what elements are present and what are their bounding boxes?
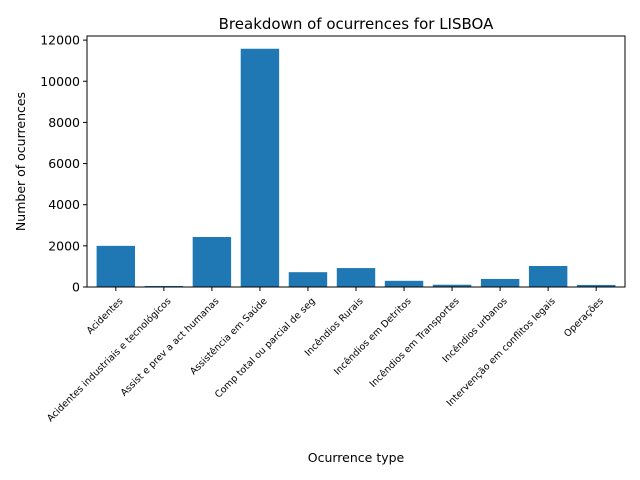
bar-1 <box>144 285 184 287</box>
bar-2 <box>192 237 232 287</box>
bar-5 <box>336 268 376 287</box>
y-tick-label-2: 4000 <box>48 197 80 212</box>
bar-7 <box>432 284 472 287</box>
y-axis: 0 2000 4000 6000 8000 10000 12000 <box>40 33 87 295</box>
bar-9 <box>528 266 568 287</box>
y-tick-label-6: 12000 <box>40 33 80 48</box>
x-tick-label-2: Assist e prev a act humanas <box>119 296 222 399</box>
bar-4 <box>288 272 328 287</box>
bar-6 <box>384 280 424 287</box>
x-axis-label: Ocurrence type <box>308 450 405 465</box>
x-tick-label-7: Incêndios em Transportes <box>368 296 462 390</box>
bar-0 <box>96 245 136 287</box>
chart-title: Breakdown of ocurrences for LISBOA <box>219 15 494 33</box>
bar-3 <box>240 48 280 287</box>
y-tick-label-0: 0 <box>72 280 80 295</box>
y-axis-label: Number of ocurrences <box>13 92 28 231</box>
bar-10 <box>576 284 616 287</box>
y-tick-label-4: 8000 <box>48 115 80 130</box>
bars-group <box>96 48 616 287</box>
y-tick-label-3: 6000 <box>48 156 80 171</box>
plot-frame <box>86 35 626 288</box>
x-tick-label-10: Operações <box>562 296 606 340</box>
y-tick-label-1: 2000 <box>48 238 80 253</box>
y-tick-label-5: 10000 <box>40 74 80 89</box>
bar-8 <box>480 278 520 287</box>
x-tick-label-4: Comp total ou parcial de seg <box>213 296 318 401</box>
x-tick-label-9: Intervenção em conflitos legais <box>445 296 558 409</box>
x-tick-label-0: Acidentes <box>85 296 126 337</box>
